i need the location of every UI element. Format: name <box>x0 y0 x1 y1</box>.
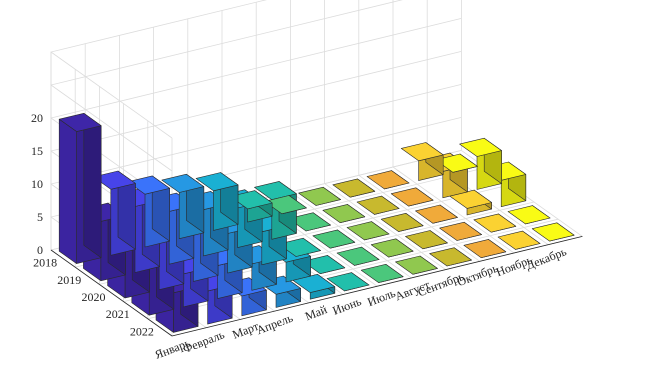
bar-top-face <box>356 195 400 215</box>
bar-top-face <box>332 178 376 198</box>
bar <box>463 239 507 259</box>
z-axis-ticks: 0 5 10 15 20 <box>31 111 43 257</box>
month-tick-label: Декабрь <box>524 244 569 272</box>
bar <box>366 170 410 190</box>
bar <box>429 247 472 267</box>
bar-top-face <box>400 142 444 162</box>
month-axis-line <box>171 236 583 337</box>
bar-top-face <box>429 247 472 267</box>
bar <box>415 204 458 224</box>
bar-top-face <box>346 221 390 241</box>
bar-top-face <box>415 204 458 224</box>
bar-top-face <box>449 189 492 209</box>
bar-top-face <box>390 187 434 207</box>
z-tick-label: 15 <box>31 144 43 158</box>
bar-side-face <box>83 113 102 259</box>
chart-grid <box>50 0 462 337</box>
bar <box>439 221 482 241</box>
bar-top-face <box>161 173 205 193</box>
year-tick-label: 2020 <box>82 290 106 304</box>
year-tick-label: 2018 <box>33 256 57 270</box>
year-tick-label: 2021 <box>106 307 130 321</box>
bar-top-face <box>459 137 502 157</box>
bar <box>336 246 380 266</box>
bar <box>58 113 102 264</box>
bar <box>473 213 517 233</box>
z-tick-label: 10 <box>31 177 43 191</box>
bar-top-face <box>507 205 551 225</box>
bar-top-face <box>370 238 414 258</box>
bar <box>332 178 376 198</box>
floor-gridline <box>324 183 446 270</box>
z-tick-label: 5 <box>37 210 43 224</box>
bar-top-face <box>380 213 424 232</box>
bar-top-face <box>366 170 410 190</box>
bar <box>292 273 336 300</box>
year-axis-line <box>50 249 173 337</box>
bar <box>380 213 424 232</box>
bar <box>449 189 492 216</box>
bar <box>400 142 444 181</box>
bar-top-face <box>322 204 366 223</box>
bar-top-face <box>195 172 239 192</box>
z-tick-label: 20 <box>31 111 43 125</box>
bar <box>326 272 370 292</box>
bar <box>395 255 438 275</box>
bar <box>531 222 575 242</box>
floor-gridline <box>358 174 481 262</box>
bar <box>322 204 366 223</box>
bar-top-face <box>531 222 575 242</box>
bar <box>459 137 502 190</box>
z-tick-label: 0 <box>37 243 43 257</box>
month-tick-label: Февраль <box>181 327 227 356</box>
bars <box>58 113 575 333</box>
bar-top-face <box>298 186 341 206</box>
bar-top-face <box>439 221 482 241</box>
year-tick-label: 2019 <box>57 273 81 287</box>
bar-top-face <box>463 239 507 259</box>
year-tick-label: 2022 <box>130 324 154 338</box>
bar <box>161 173 205 239</box>
bar <box>298 186 341 206</box>
bar-top-face <box>405 230 448 250</box>
bar-top-face <box>292 273 336 293</box>
bar <box>360 263 404 283</box>
bar <box>195 172 239 231</box>
month-tick-label: Июль <box>365 286 397 310</box>
bar <box>370 238 414 258</box>
bar <box>405 230 448 250</box>
bar <box>346 221 390 241</box>
floor-gridline <box>392 166 515 254</box>
bar-top-face <box>395 255 438 275</box>
month-tick-label: Май <box>303 302 329 323</box>
bar <box>356 195 400 215</box>
bar <box>93 170 136 256</box>
bar-top-face <box>497 230 541 250</box>
bar <box>507 205 551 225</box>
bar <box>497 230 541 250</box>
bar <box>127 175 170 248</box>
bar-top-face <box>312 229 356 249</box>
bar-top-face <box>473 213 517 233</box>
bar-left-face <box>58 118 77 264</box>
floor-gridline <box>290 191 412 279</box>
bar <box>312 229 356 249</box>
month-tick-label: Июнь <box>331 294 364 318</box>
month-tick-label: Октябрь <box>455 261 500 289</box>
bar <box>390 187 434 207</box>
bar-top-face <box>360 263 404 283</box>
bar <box>288 212 331 232</box>
bar-top-face <box>336 246 380 266</box>
bar-top-face <box>326 272 370 292</box>
